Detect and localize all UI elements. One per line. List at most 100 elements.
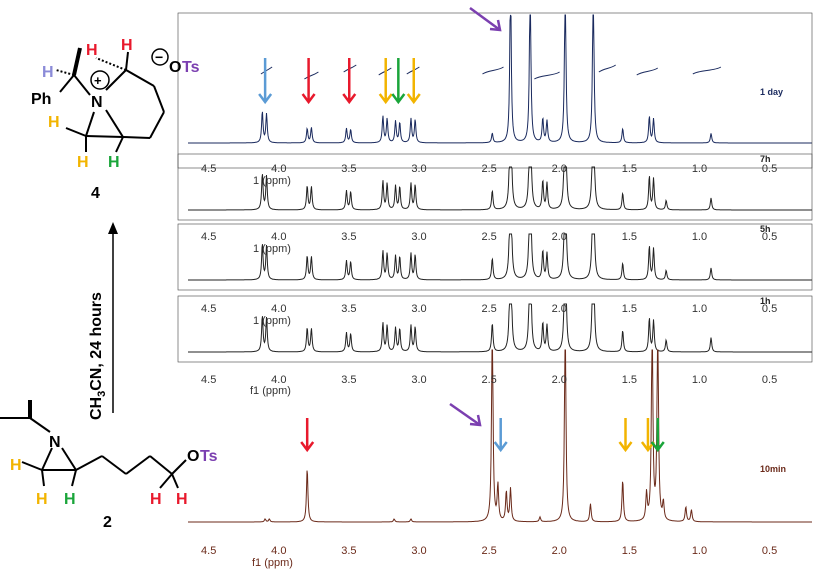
purple-arrow bbox=[449, 402, 482, 427]
tick-label: 2.0 bbox=[552, 231, 567, 243]
h-orange-1: H bbox=[48, 114, 60, 131]
h-red-4: H bbox=[176, 491, 188, 508]
spectrum-trace-1-day bbox=[188, 14, 812, 144]
integral-curve bbox=[598, 64, 616, 73]
spectrum-trace-7h bbox=[188, 166, 812, 211]
tick-label: 1.5 bbox=[622, 163, 637, 175]
compound-4-structure bbox=[55, 47, 169, 153]
peak-arrow bbox=[301, 58, 316, 105]
tick-label: 2.5 bbox=[481, 545, 496, 557]
tick-label: 1.5 bbox=[622, 231, 637, 243]
peak-arrow bbox=[391, 58, 406, 105]
partial-axis-label: 1 (ppm) bbox=[253, 175, 291, 187]
tick-label: 3.0 bbox=[411, 163, 426, 175]
tick-label: 1.5 bbox=[622, 374, 637, 386]
tick-label: 3.5 bbox=[341, 545, 356, 557]
tick-label: 1.5 bbox=[622, 303, 637, 315]
peak-arrow bbox=[650, 418, 665, 453]
ots-o: O bbox=[169, 59, 181, 76]
tick-label: 4.0 bbox=[271, 374, 286, 386]
time-label: 10min bbox=[760, 464, 786, 474]
n-atom: N bbox=[91, 94, 103, 111]
tick-label: 0.5 bbox=[762, 303, 777, 315]
compound-4-labels: N + Ph H H H H H H − O Ts 4 bbox=[31, 37, 200, 202]
tick-label: 4.5 bbox=[201, 374, 216, 386]
tick-label: 4.0 bbox=[271, 231, 286, 243]
tick-label: 0.5 bbox=[762, 545, 777, 557]
integral-curve bbox=[304, 71, 319, 80]
trace-frame bbox=[177, 295, 813, 363]
h-green-2: H bbox=[64, 491, 76, 508]
tick-label: 4.0 bbox=[271, 163, 286, 175]
tick-label: 1.0 bbox=[692, 545, 707, 557]
peak-arrows bbox=[258, 6, 665, 453]
tick-label: 3.5 bbox=[341, 374, 356, 386]
tick-label: 3.0 bbox=[411, 231, 426, 243]
tick-label: 2.5 bbox=[481, 163, 496, 175]
minus-charge: − bbox=[155, 49, 163, 65]
h-orange-2: H bbox=[77, 154, 89, 171]
time-label: 5h bbox=[760, 224, 771, 234]
tick-label: 3.5 bbox=[341, 303, 356, 315]
integral-curve bbox=[260, 66, 273, 75]
h-orange-3: H bbox=[10, 457, 22, 474]
integral-curve bbox=[692, 66, 722, 75]
tick-label: 4.5 bbox=[201, 303, 216, 315]
tick-label: 2.0 bbox=[552, 545, 567, 557]
purple-arrow bbox=[469, 6, 502, 32]
time-label: 1 day bbox=[760, 87, 783, 97]
tick-label: 1.0 bbox=[692, 374, 707, 386]
tick-label: 4.5 bbox=[201, 545, 216, 557]
tick-label: 3.5 bbox=[341, 163, 356, 175]
h-green: H bbox=[108, 154, 120, 171]
h-orange-4: H bbox=[36, 491, 48, 508]
tick-label: 4.5 bbox=[201, 231, 216, 243]
tick-label: 4.0 bbox=[271, 303, 286, 315]
x-axis-label: f1 (ppm) bbox=[250, 385, 291, 397]
peak-arrow bbox=[493, 418, 508, 453]
peak-arrow bbox=[406, 58, 421, 105]
trace-frame bbox=[177, 12, 813, 169]
tick-label: 2.5 bbox=[481, 374, 496, 386]
h-red-2: H bbox=[121, 37, 133, 54]
compound-number-2: 2 bbox=[103, 514, 112, 531]
tick-label: 3.0 bbox=[411, 303, 426, 315]
ots-ts: Ts bbox=[182, 59, 200, 76]
tick-label: 2.0 bbox=[552, 374, 567, 386]
tick-label: 3.0 bbox=[411, 374, 426, 386]
compound-2-structure bbox=[0, 400, 187, 489]
h-red-1: H bbox=[86, 42, 98, 59]
phenyl-label: Ph bbox=[31, 91, 51, 108]
tick-label: 1.0 bbox=[692, 303, 707, 315]
trace-frame bbox=[177, 153, 813, 221]
tick-label: 3.0 bbox=[411, 545, 426, 557]
trace-frame bbox=[177, 223, 813, 291]
spectrum-trace-10min bbox=[188, 349, 812, 523]
tick-label: 4.0 bbox=[271, 545, 286, 557]
peak-arrow bbox=[258, 58, 273, 105]
tick-label: 0.5 bbox=[762, 231, 777, 243]
ots-ts-2: Ts bbox=[200, 448, 218, 465]
peak-arrow bbox=[618, 418, 633, 453]
ots-o-2: O bbox=[187, 448, 199, 465]
tick-label: 2.5 bbox=[481, 303, 496, 315]
time-label: 1h bbox=[760, 296, 771, 306]
tick-label: 4.5 bbox=[201, 163, 216, 175]
compound-number-4: 4 bbox=[91, 185, 100, 202]
reaction-label: CH3CN, 24 hours bbox=[88, 292, 108, 420]
tick-label: 2.0 bbox=[552, 163, 567, 175]
peak-arrow bbox=[300, 418, 315, 453]
axis-tick-labels: 4.5 4.0 3.5 3.0 2.5 2.0 1.5 1.0 0.5 1 (ppm) 4.5 4.0… bbox=[201, 163, 777, 569]
spectrum-trace-1h bbox=[188, 303, 812, 353]
partial-axis-label: 1 (ppm) bbox=[253, 243, 291, 255]
time-label: 7h bbox=[760, 154, 771, 164]
tick-label: 3.5 bbox=[341, 231, 356, 243]
spectra-stack bbox=[177, 12, 813, 523]
plus-charge: + bbox=[94, 73, 102, 88]
partial-axis-label: 1 (ppm) bbox=[253, 315, 291, 327]
peak-arrow bbox=[342, 58, 357, 105]
tick-label: 2.0 bbox=[552, 303, 567, 315]
time-labels: 1 day 7h 5h 1h 10min bbox=[760, 87, 786, 474]
tick-label: 2.5 bbox=[481, 231, 496, 243]
